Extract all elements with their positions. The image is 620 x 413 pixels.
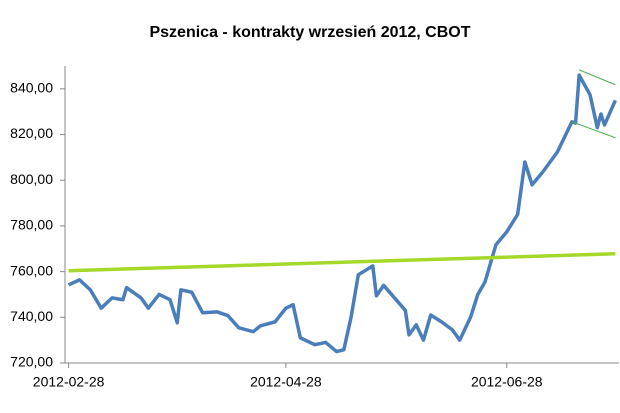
chart-title: Pszenica - kontrakty wrzesień 2012, CBOT [149, 24, 470, 41]
x-tick-label: 2012-06-28 [471, 374, 543, 390]
y-tick-label: 840,00 [10, 80, 53, 96]
x-tick-label: 2012-04-28 [250, 374, 322, 390]
line-series [68, 252, 616, 273]
line-series [67, 73, 617, 354]
y-tick-label: 780,00 [10, 217, 53, 233]
y-tick-label: 740,00 [10, 308, 53, 324]
y-tick-label: 760,00 [10, 262, 53, 278]
y-tick-label: 800,00 [10, 171, 53, 187]
line-series [571, 121, 616, 139]
line-series [578, 69, 616, 86]
y-tick-label: 720,00 [10, 354, 53, 370]
y-tick-label: 820,00 [10, 125, 53, 141]
x-tick-label: 2012-02-28 [33, 374, 105, 390]
